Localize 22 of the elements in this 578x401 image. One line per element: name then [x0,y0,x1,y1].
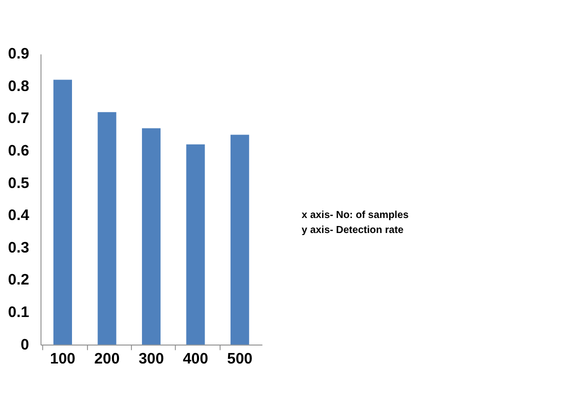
bar [230,134,250,345]
x-tick-label: 300 [138,350,164,368]
x-tick-label: 500 [227,350,253,368]
y-tick-label: 0.5 [8,174,30,192]
y-tick-label: 0.3 [8,239,30,256]
x-tick-label: 200 [94,350,120,368]
y-tick-label: 0.4 [8,207,30,224]
bar [53,80,72,345]
y-tick-label: 0.9 [8,46,30,63]
bar [142,128,161,345]
y-tick-label: 0 [20,336,30,354]
x-tick-label: 400 [182,350,208,368]
y-tick-label: 0.6 [8,142,30,160]
y-tick-label: 0.1 [8,304,30,322]
text: y axis- Detection rate [302,225,404,236]
y-tick-label: 0.2 [8,272,30,289]
y-tick-label: 0.7 [8,110,30,128]
x-tick-label: 100 [50,350,76,368]
text: x axis- No: of samples [302,210,409,221]
bar [186,144,205,345]
y-tick-label: 0.8 [8,78,30,95]
bar [98,112,116,345]
